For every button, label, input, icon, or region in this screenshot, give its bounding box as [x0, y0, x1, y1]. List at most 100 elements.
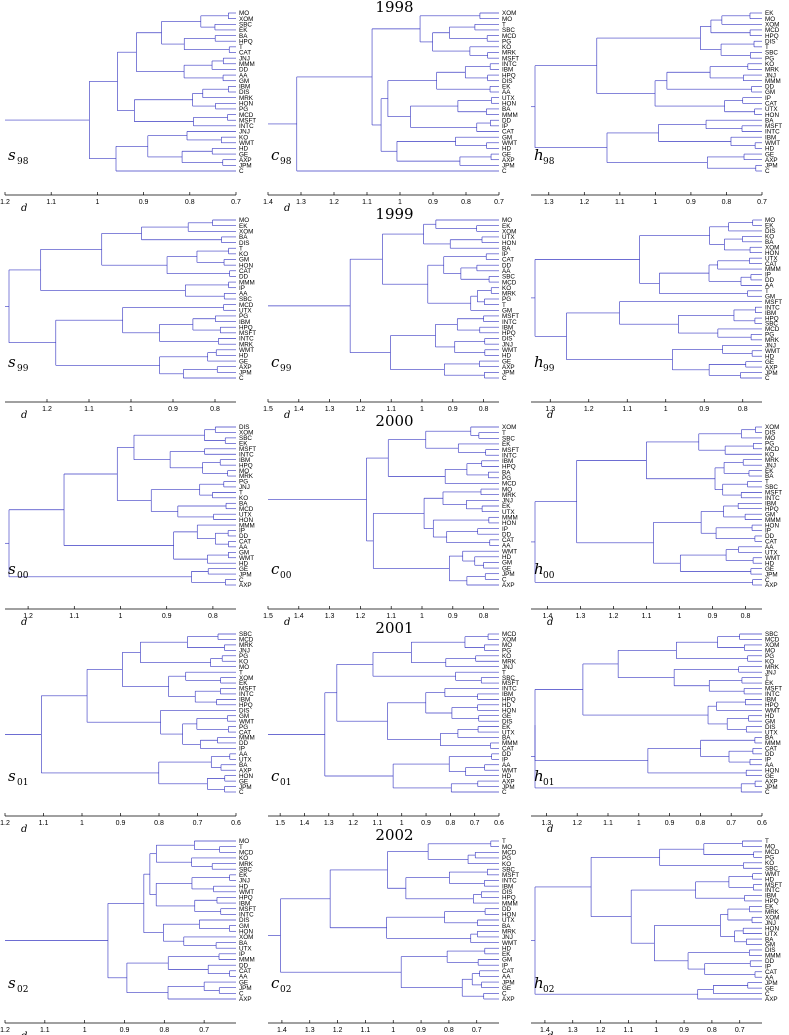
axis-tick-label: 1.4 [294, 613, 304, 620]
axis-tick-label: 1 [80, 820, 84, 827]
leaf-label: MRK [239, 341, 254, 348]
leaf-label: AXP [765, 157, 778, 164]
panel-label-subscript: 99 [543, 364, 555, 374]
dendrogram-svg-c98: XOMMOTSBCMCDPGKOMRKMSFTINTCIBMHPQDISEKAA… [263, 10, 519, 214]
leaf-label: SBC [239, 631, 252, 638]
leaf-label: HPQ [765, 702, 779, 709]
leaf-label: MCD [502, 849, 517, 856]
axis-tick-label: 1.3 [325, 613, 335, 620]
leaf-label: HD [502, 702, 512, 709]
leaf-label: INTC [239, 691, 254, 698]
panel-label: s [8, 974, 16, 992]
leaf-label: JNJ [239, 648, 250, 655]
leaf-label: XOM [765, 642, 779, 649]
leaf-label: HON [765, 925, 779, 932]
leaf-label: AA [765, 544, 774, 551]
axis-tick-label: 1.3 [568, 1027, 578, 1034]
leaf-label: HON [239, 262, 253, 269]
dendrogram-panel-s99: MO EK XOM BA DIS T KO GM HON CAT DD MMM IP AA SBC MCD UT… [0, 207, 263, 421]
leaf-label: SBC [765, 865, 778, 872]
leaf-label: GE [502, 151, 511, 158]
leaf-label: C [239, 577, 244, 584]
axis-tick-label: 0.9 [686, 199, 696, 206]
leaf-label: SBC [502, 435, 515, 442]
leaf-label: T [502, 302, 506, 309]
leaf-label: C [239, 375, 244, 382]
leaf-label: AXP [765, 364, 778, 371]
leaf-label: BA [502, 923, 511, 930]
leaf-label: T [502, 669, 506, 676]
axis-tick-label: 0.8 [185, 199, 195, 206]
leaf-label: WMT [239, 555, 254, 562]
leaf-label: XOM [765, 914, 779, 921]
axis-symbol-d: d [284, 203, 290, 214]
leaf-label: BA [765, 936, 774, 943]
leaf-label: HD [765, 560, 775, 567]
leaf-label: MCD [502, 481, 517, 488]
axis-tick-label: 0.9 [416, 1027, 426, 1034]
leaf-label: HPQ [239, 324, 253, 331]
dendrogram-svg-s01: SBCMCDMRKJNJPGKOMOTXOMEKMSFTINTCIBMHPQDI… [0, 631, 256, 835]
leaf-label: PG [502, 38, 511, 45]
leaf-label: BA [502, 469, 511, 476]
leaf-label: XOM [239, 675, 253, 682]
panel-label: h [534, 353, 544, 371]
leaf-label: EK [765, 10, 774, 17]
leaf-label: MRK [765, 67, 780, 74]
leaf-label: HON [239, 928, 253, 935]
leaf-label: AXP [502, 364, 515, 371]
axis-tick-label: 0.6 [757, 820, 767, 827]
axis-tick-label: 1 [129, 406, 133, 413]
leaf-label: WMT [502, 347, 517, 354]
leaf-label: INTC [502, 61, 517, 68]
leaf-label: MCD [765, 446, 780, 453]
leaf-label: IBM [239, 319, 250, 326]
leaf-label: EK [239, 680, 248, 687]
axis-tick-label: 0.9 [448, 613, 458, 620]
panel-label: h [534, 146, 544, 164]
leaf-label: IP [502, 123, 508, 130]
panel-label-subscript: 00 [543, 571, 555, 581]
leaf-label: KO [239, 134, 248, 141]
leaf-label: JNJ [239, 878, 250, 885]
leaf-label: HD [502, 554, 512, 561]
leaf-label: MRK [765, 457, 780, 464]
leaf-label: UTX [765, 729, 778, 736]
leaf-label: EK [239, 27, 248, 34]
leaf-label: JNJ [239, 484, 250, 491]
leaf-label: SBC [765, 321, 778, 328]
leaf-label: IP [765, 757, 771, 764]
leaf-label: UTX [239, 757, 252, 764]
leaf-label: SBC [765, 484, 778, 491]
leaf-label: C [502, 991, 507, 998]
leaf-label: DIS [502, 889, 513, 896]
axis-tick-label: 1.3 [545, 406, 555, 413]
leaf-label: PG [765, 55, 774, 62]
leaf-label: GM [239, 550, 249, 557]
leaf-label: UTX [239, 307, 252, 314]
leaf-label: GE [765, 359, 774, 366]
leaf-label: KO [239, 658, 248, 665]
axis-tick-label: 0.9 [708, 613, 718, 620]
leaf-label: XOM [239, 430, 253, 437]
leaf-label: XOM [765, 424, 779, 431]
leaf-label: HON [239, 773, 253, 780]
leaf-label: KO [502, 861, 511, 868]
leaf-label: SBC [502, 27, 515, 34]
leaf-label: BA [239, 500, 248, 507]
axis-tick-label: 0.8 [154, 820, 164, 827]
leaf-label: DIS [765, 947, 776, 954]
leaf-label: MCD [765, 27, 780, 34]
leaf-label: INTC [765, 495, 780, 502]
leaf-label: IP [502, 251, 508, 258]
leaf-label: DD [502, 531, 512, 538]
dendrogram-svg-h02: TMOMCDPGKOSBCWMTHDMSFTINTCIBMHPQEKMRKXOM… [531, 838, 782, 1035]
leaf-label: MO [502, 16, 512, 23]
axis-tick-label: 0.9 [448, 406, 458, 413]
panel-label-subscript: 01 [280, 778, 291, 788]
year-title-2000: 2000 [375, 412, 414, 430]
axis-tick-label: 0.8 [446, 820, 456, 827]
leaf-label: GE [765, 566, 774, 573]
leaf-label: HON [502, 707, 516, 714]
leaf-label: KO [765, 234, 774, 241]
